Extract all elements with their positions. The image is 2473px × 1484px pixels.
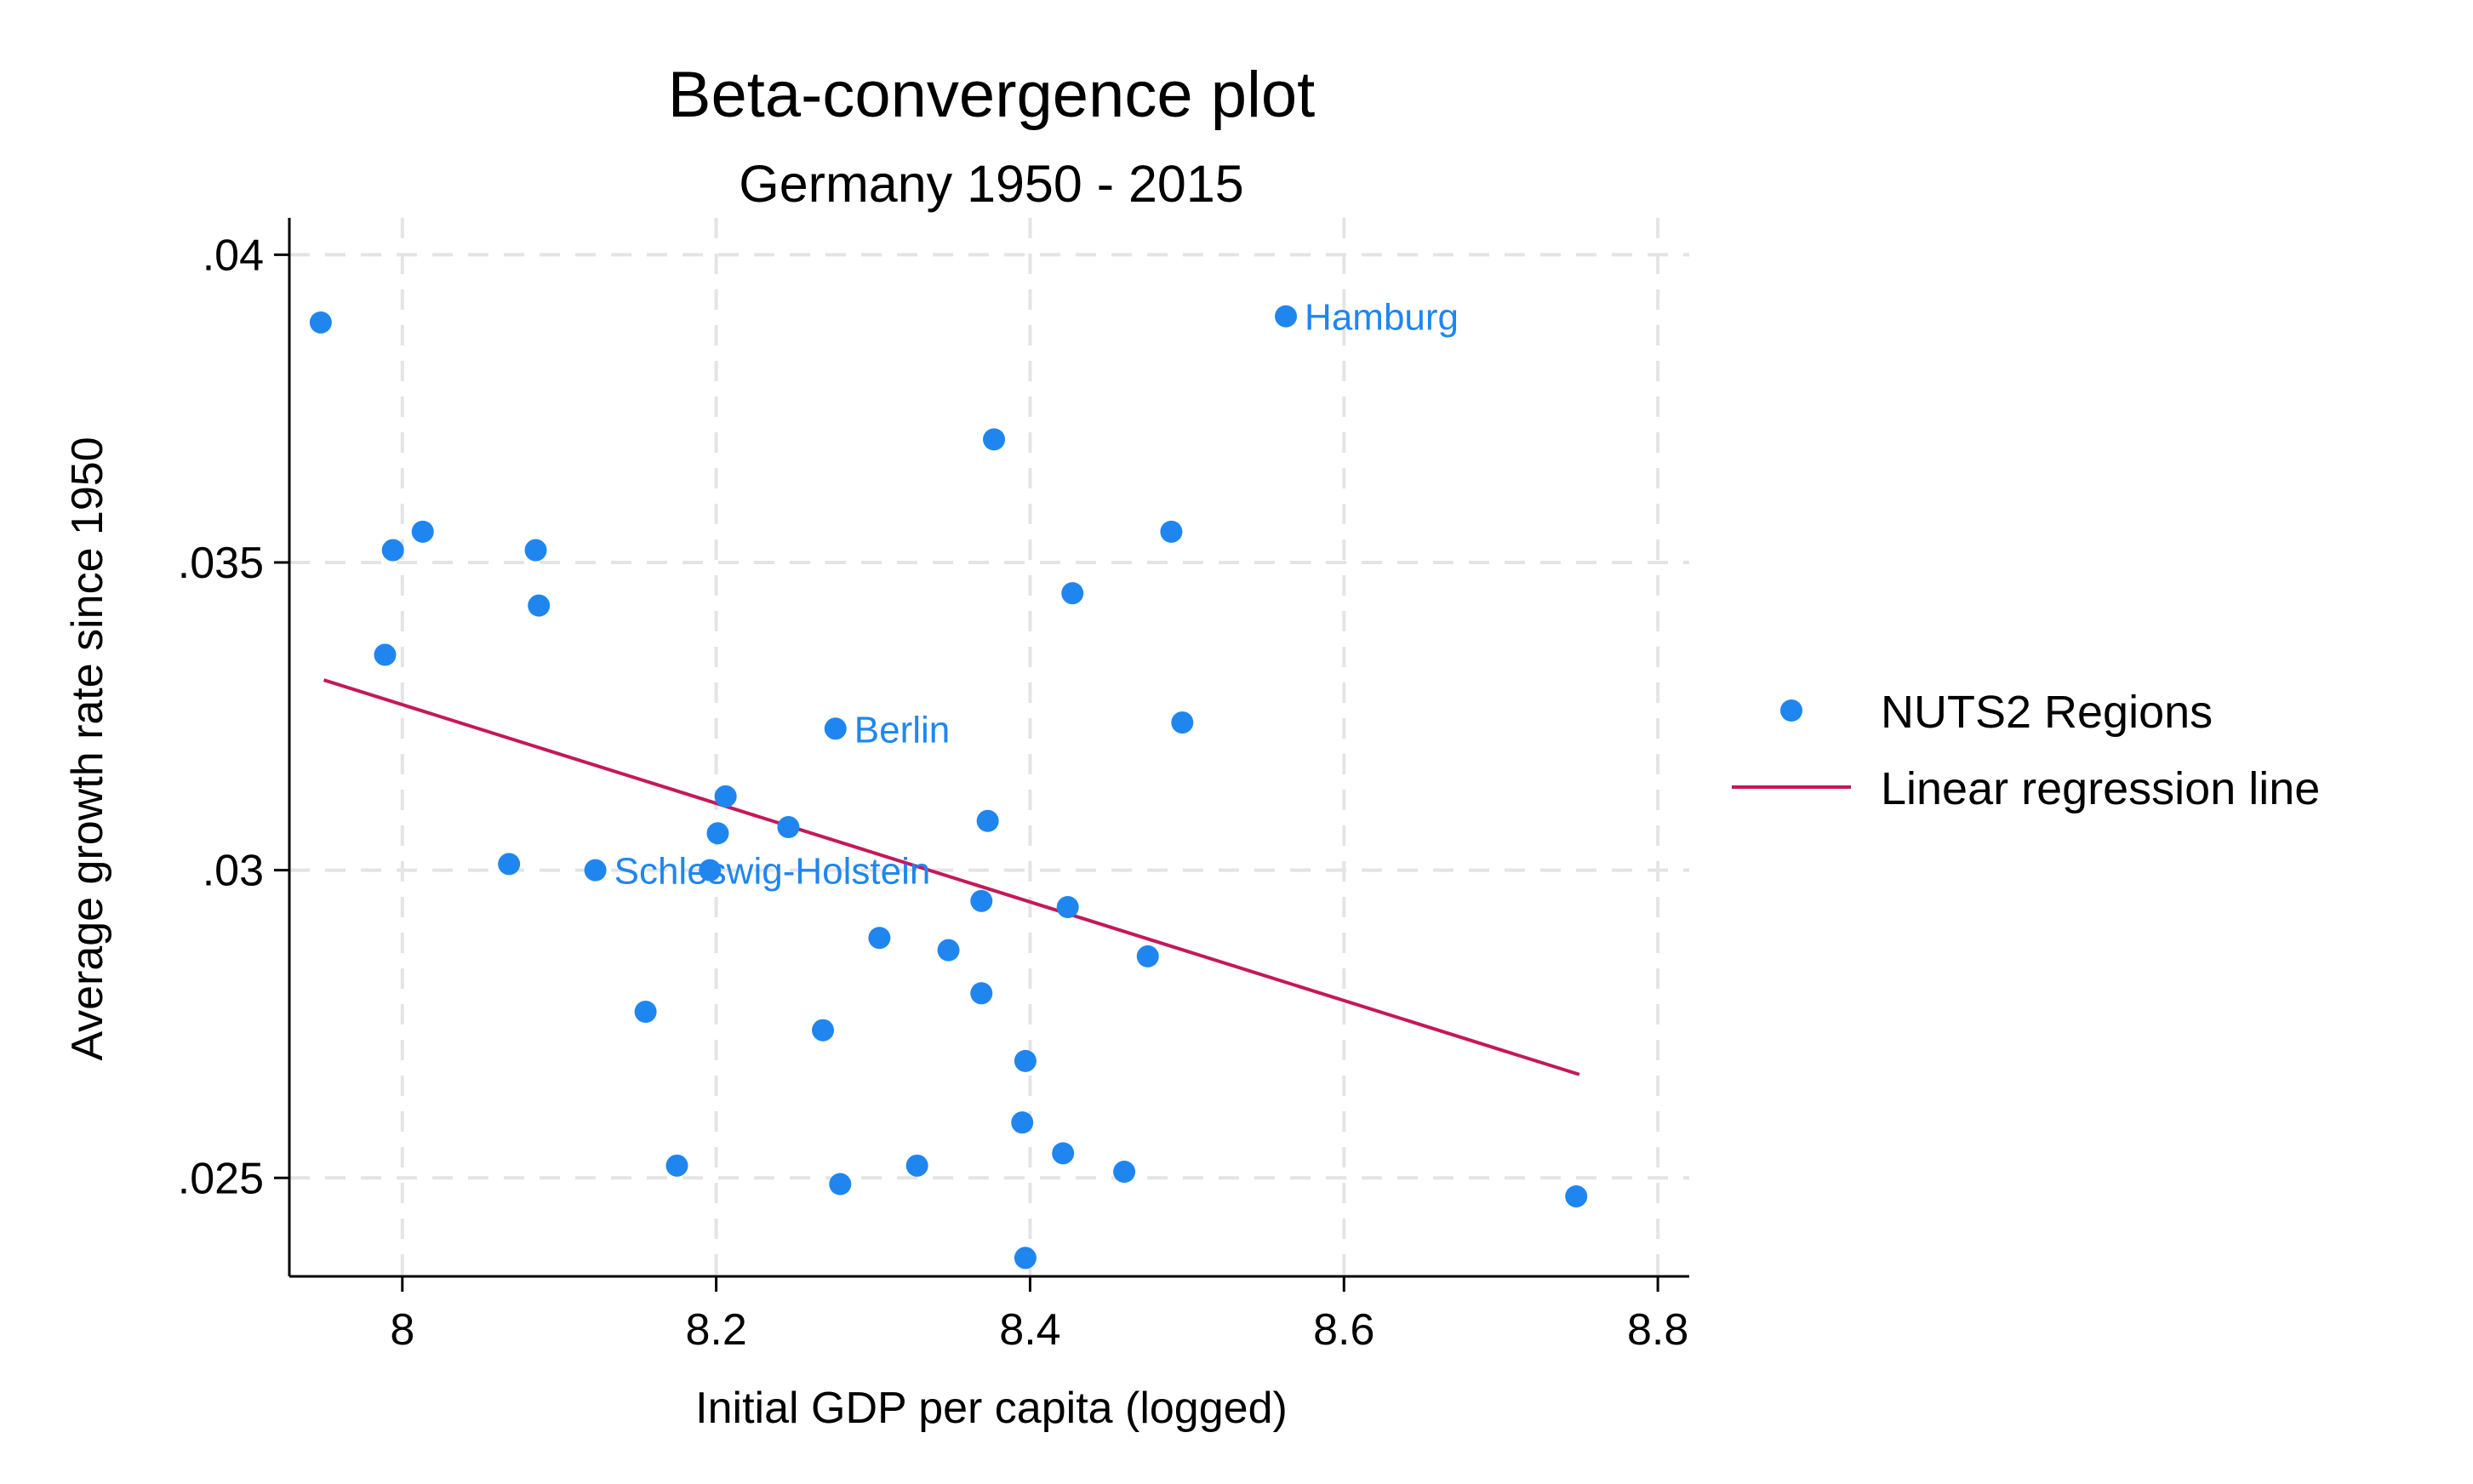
scatter-point-0 [309, 311, 332, 334]
regression-line [323, 678, 1580, 1076]
scatter-point-7 [584, 859, 607, 882]
y-tick-label-0: .025 [178, 1154, 264, 1203]
regression-line-layer [323, 678, 1580, 1076]
scatter-point-11 [706, 822, 729, 845]
legend-label-line: Linear regression line [1881, 763, 2320, 814]
scatter-point-14 [812, 1019, 835, 1042]
scatter-point-17 [868, 927, 891, 950]
scatter-point-33 [1171, 711, 1194, 734]
scatter-point-27 [1052, 1142, 1075, 1165]
scatter-point-1 [374, 643, 397, 666]
legend: NUTS2 Regions Linear regression line [1732, 687, 2320, 814]
scatter-point-26 [1014, 1247, 1037, 1270]
legend-label-points: NUTS2 Regions [1881, 687, 2213, 738]
scatter-point-16 [829, 1173, 852, 1196]
axes [274, 218, 1689, 1292]
x-tick-label-4: 8.8 [1627, 1305, 1688, 1355]
x-tick-label-3: 8.6 [1313, 1305, 1374, 1355]
x-axis-title: Initial GDP per capita (logged) [695, 1384, 1288, 1433]
x-tick-label-1: 8.2 [685, 1305, 746, 1355]
y-tick-label-1: .03 [203, 847, 264, 896]
scatter-point-19 [937, 939, 960, 962]
scatter-point-13 [777, 816, 800, 839]
scatter-point-34 [1275, 305, 1298, 328]
tick-labels: 8 8.2 8.4 8.6 8.8 .025 .03 .035 .04 [178, 231, 1688, 1355]
scatter-point-10 [699, 859, 722, 882]
scatter-point-12 [714, 785, 737, 808]
chart-subtitle: Germany 1950 - 2015 [739, 155, 1243, 213]
scatter-point-5 [524, 539, 547, 562]
scatter-point-30 [1113, 1161, 1136, 1184]
scatter-point-3 [411, 520, 434, 543]
scatter-point-4 [498, 853, 521, 876]
legend-marker-points [1780, 699, 1802, 722]
y-axis-title: Average growth rate since 1950 [63, 437, 112, 1060]
scatter-point-6 [528, 594, 551, 617]
scatter-point-25 [1014, 1049, 1037, 1072]
x-tick-label-0: 8 [390, 1305, 414, 1355]
scatter-point-18 [905, 1154, 928, 1177]
scatter-point-22 [976, 809, 999, 832]
y-tick-label-3: .04 [203, 231, 264, 280]
y-tick-label-2: .035 [178, 539, 264, 588]
point-label-schleswig-holstein: Schleswig-Holstein [614, 851, 931, 893]
scatter-point-31 [1136, 945, 1159, 967]
scatter-point-20 [970, 889, 993, 912]
point-label-berlin: Berlin [854, 709, 950, 751]
scatter-point-24 [1011, 1111, 1034, 1134]
scatter-point-35 [1565, 1184, 1588, 1207]
scatter-point-2 [381, 539, 404, 562]
scatter-point-21 [970, 982, 993, 1005]
scatter-point-28 [1056, 896, 1079, 919]
scatter-points-layer [309, 305, 1588, 1270]
scatter-point-15 [824, 717, 847, 740]
chart-title: Beta-convergence plot [668, 59, 1315, 131]
scatter-point-9 [665, 1154, 688, 1177]
scatter-point-8 [634, 1001, 657, 1023]
scatter-point-29 [1061, 582, 1084, 605]
point-label-hamburg: Hamburg [1305, 297, 1459, 339]
x-tick-label-2: 8.4 [999, 1305, 1060, 1355]
grid-lines [289, 218, 1689, 1276]
point-labels-layer: Schleswig-Holstein Berlin Hamburg [614, 297, 1459, 893]
scatter-point-32 [1160, 520, 1183, 543]
scatter-point-23 [983, 428, 1006, 451]
